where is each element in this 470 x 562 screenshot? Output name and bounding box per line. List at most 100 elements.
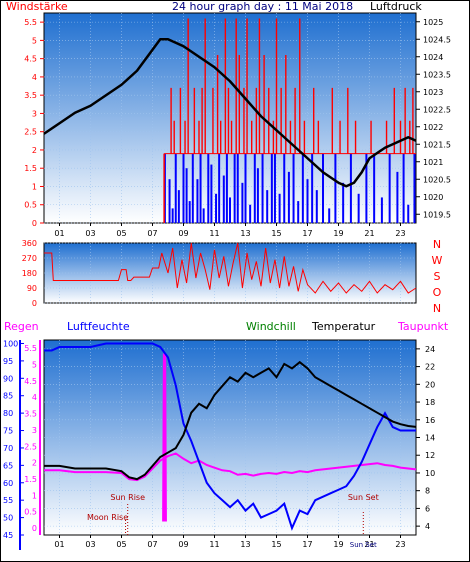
humidity-tick-label: 85 — [3, 392, 13, 401]
wind-tick-label: 2 — [32, 146, 37, 155]
direction-tick-label: 360 — [22, 239, 37, 248]
p3-x-tick-label: 11 — [209, 540, 219, 549]
wind-tick-label: 1.5 — [24, 164, 37, 173]
pressure-tick-label: 1021.5 — [423, 140, 451, 149]
panel1-series — [43, 18, 417, 223]
humidity-y-ticks: 45 50 55 60 65 70 75 80 85 90 95 100 — [3, 339, 24, 540]
wind-tick-label: 5.5 — [24, 18, 37, 27]
p3-x-tick-label: 03 — [85, 540, 95, 549]
sun-moon-annotations: Sun Rise Moon Rise Sun Set Sun Set — [87, 493, 379, 549]
rain-line — [162, 353, 167, 522]
compass-label: W — [432, 254, 443, 267]
p1-x-tick-label: 23 — [395, 229, 405, 238]
pressure-tick-label: 1023.5 — [423, 70, 451, 79]
p1-x-tick-label: 11 — [209, 229, 219, 238]
humidity-tick-label: 65 — [3, 461, 13, 470]
direction-tick-label: 270 — [22, 254, 37, 263]
sun-rise-label: Sun Rise — [110, 493, 145, 502]
direction-line — [44, 242, 417, 294]
humidity-tick-label: 80 — [3, 409, 13, 418]
temp-tick-label: 24 — [425, 345, 435, 354]
pressure-tick-label: 1020 — [423, 193, 443, 202]
pressure-tick-label: 1020.5 — [423, 175, 451, 184]
p3-x-tick-label: 09 — [178, 540, 188, 549]
p1-x-tick-label: 13 — [240, 229, 250, 238]
sun-set-label: Sun Set — [348, 493, 379, 502]
compass-label: S — [434, 270, 441, 283]
direction-y-ticks: 0 90 180 270 360 — [22, 239, 37, 308]
panel2-grid — [44, 242, 416, 304]
p3-x-tick-label: 13 — [240, 540, 250, 549]
temp-tick-label: 20 — [425, 380, 435, 389]
rain-tick-label: 3.5 — [24, 410, 37, 419]
wind-axis-label: Windstärke — [6, 0, 68, 13]
panel1-x-ticks: 01 03 05 07 09 11 13 15 17 19 21 23 — [54, 223, 406, 238]
p3-x-tick-label: 05 — [116, 540, 126, 549]
temp-tick-label: 14 — [425, 434, 435, 443]
temp-tick-label: 22 — [425, 363, 435, 372]
compass-label: N — [433, 238, 441, 251]
humidity-tick-label: 70 — [3, 444, 13, 453]
panel3-series — [44, 342, 417, 531]
rain-tick-label: 2 — [32, 459, 37, 468]
rain-tick-label: 1 — [32, 491, 37, 500]
pressure-axis-label: Luftdruck — [370, 0, 422, 13]
temp-tick-label: 16 — [425, 416, 435, 425]
panel2-series — [44, 242, 417, 294]
direction-tick-label: 180 — [22, 269, 37, 278]
temp-tick-label: 18 — [425, 398, 435, 407]
p1-x-tick-label: 15 — [271, 229, 281, 238]
legend-dewpoint: Taupunkt — [397, 320, 449, 333]
temp-tick-label: 4 — [425, 522, 430, 531]
p3-x-tick-label: 15 — [271, 540, 281, 549]
p1-x-tick-label: 19 — [333, 229, 343, 238]
rain-tick-label: 2.5 — [24, 442, 37, 451]
wind-tick-label: 4.5 — [24, 55, 37, 64]
rain-tick-label: 0 — [32, 524, 37, 533]
humidity-line — [44, 342, 416, 531]
legend-rain: Regen — [4, 320, 39, 333]
p3-x-tick-label: 19 — [333, 540, 343, 549]
p3-x-tick-label: 23 — [395, 540, 405, 549]
direction-tick-label: 0 — [32, 299, 37, 308]
compass-label: N — [433, 302, 441, 315]
wind-tick-label: 5 — [32, 36, 37, 45]
rain-tick-label: 3 — [32, 426, 37, 435]
humidity-tick-label: 90 — [3, 374, 13, 383]
moon-rise-label: Moon Rise — [87, 513, 128, 522]
rain-tick-label: 5.5 — [24, 344, 37, 353]
humidity-tick-label: 95 — [3, 357, 13, 366]
pressure-tick-label: 1019.5 — [423, 210, 451, 219]
rain-tick-label: 0.5 — [24, 508, 37, 517]
legend-temperature: Temperatur — [311, 320, 376, 333]
sun-set-axis-mark: Sun Set — [350, 541, 377, 549]
p1-x-tick-label: 17 — [302, 229, 312, 238]
p1-x-tick-label: 01 — [54, 229, 64, 238]
p1-x-tick-label: 09 — [178, 229, 188, 238]
panel3-x-ticks: 01 03 05 07 09 11 13 15 17 19 21 23 — [54, 535, 406, 549]
wind-tick-label: 1 — [32, 182, 37, 191]
p1-x-tick-label: 03 — [85, 229, 95, 238]
wind-tick-label: 0.5 — [24, 201, 37, 210]
rain-y-ticks: 0 0.5 1 1.5 2 2.5 3 3.5 4 4.5 5 5.5 — [24, 344, 37, 533]
humidity-tick-label: 50 — [3, 514, 13, 523]
humidity-tick-label: 55 — [3, 496, 13, 505]
temp-tick-label: 12 — [425, 451, 435, 460]
direction-tick-label: 90 — [27, 284, 37, 293]
p3-x-tick-label: 17 — [302, 540, 312, 549]
humidity-tick-label: 60 — [3, 479, 13, 488]
wind-y-ticks: 0 0.5 1 1.5 2 2.5 3 3.5 4 4.5 5 5.5 — [24, 18, 44, 228]
wind-tick-label: 2.5 — [24, 128, 37, 137]
temp-tick-label: 6 — [425, 504, 430, 513]
temperature-y-ticks: 4 6 8 10 12 14 16 18 20 22 24 — [416, 345, 435, 531]
wind-tick-label: 0 — [32, 219, 37, 228]
rain-tick-label: 4 — [32, 393, 37, 402]
rain-tick-label: 5 — [32, 361, 37, 370]
humidity-tick-label: 100 — [3, 339, 18, 348]
p3-x-tick-label: 21 — [364, 540, 374, 549]
p3-x-tick-label: 01 — [54, 540, 64, 549]
p1-x-tick-label: 05 — [116, 229, 126, 238]
panel3-grid — [44, 340, 416, 535]
